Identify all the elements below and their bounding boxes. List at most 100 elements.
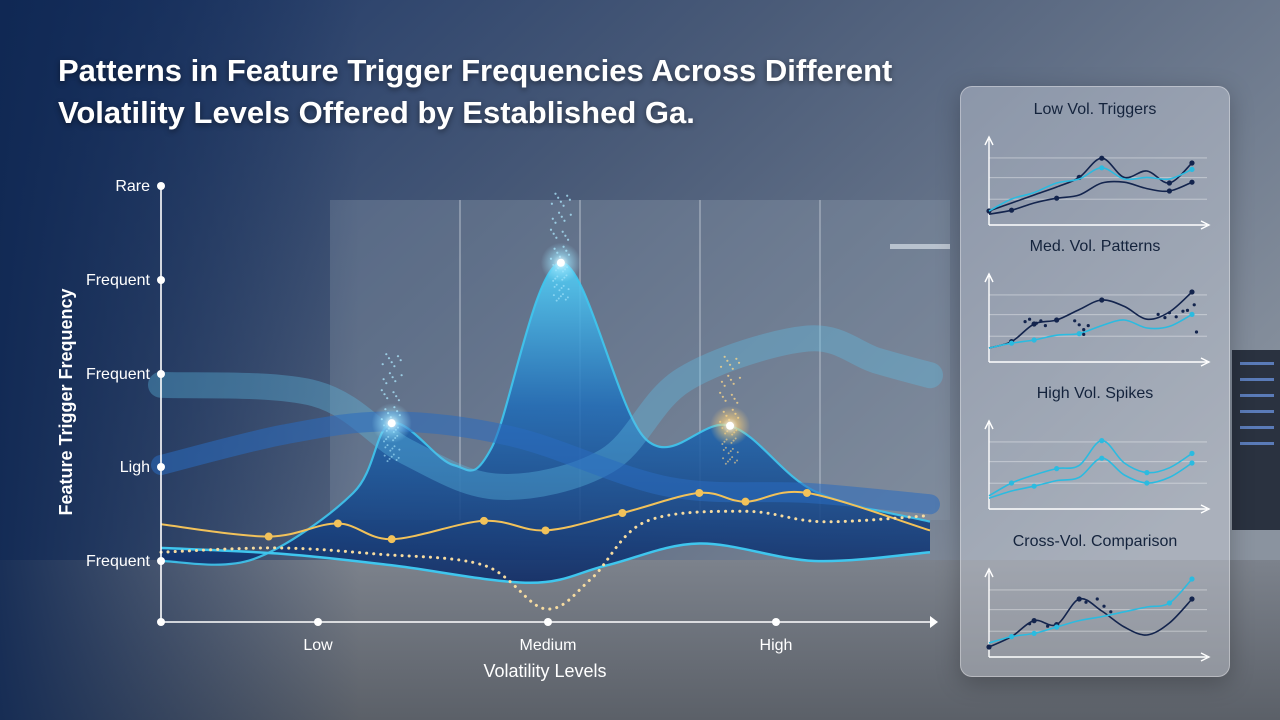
peak-sparkle — [735, 357, 738, 360]
series-top-line — [160, 261, 931, 566]
y-tick-label: Ligh — [120, 459, 150, 476]
peak-sparkle — [727, 374, 730, 377]
peak-sparkle — [732, 382, 735, 385]
peak-sparkle — [384, 446, 387, 449]
peak-sparkle — [569, 213, 572, 216]
y-tick-point — [157, 370, 165, 378]
mini-chart-high-vol-spikes: High Vol. Spikes — [961, 385, 1229, 520]
mini-scatter-point — [1082, 328, 1086, 332]
mini-series-point — [1054, 466, 1060, 472]
gold-point — [387, 535, 396, 544]
mini-series-line — [988, 291, 1193, 349]
y-tick-point — [157, 463, 165, 471]
peak-sparkle — [383, 454, 386, 457]
mini-series-point — [1008, 340, 1015, 346]
peak-sparkle — [564, 234, 567, 237]
peak-sparkle — [391, 376, 394, 379]
x-axis-arrow — [930, 616, 938, 628]
peak-sparkle — [568, 198, 571, 201]
mini-chart-low-vol-triggers: Low Vol. Triggers — [961, 101, 1229, 236]
x-tick-label: Medium — [520, 637, 577, 654]
peak-sparkle — [555, 299, 558, 302]
mini-series-point — [1054, 624, 1060, 630]
mini-series-line — [988, 457, 1193, 499]
mini-series-point — [1189, 179, 1195, 185]
peak-sparkle — [727, 452, 730, 455]
mini-scatter-point — [1156, 312, 1160, 316]
peak-sparkle — [390, 455, 393, 458]
peak-sparkle — [554, 221, 557, 224]
peak-sparkle — [729, 458, 732, 461]
page-title: Patterns in Feature Trigger Frequencies … — [58, 53, 893, 130]
mini-y-arrow — [984, 419, 994, 430]
axis-origin-point — [157, 618, 165, 626]
peak-sparkle — [559, 200, 562, 203]
peak-sparkle — [387, 357, 391, 360]
mini-scatter-point — [1084, 600, 1088, 604]
peak-point — [387, 419, 396, 428]
peak-sparkle — [557, 297, 560, 300]
peak-sparkle — [561, 230, 564, 233]
peak-sparkle — [724, 446, 727, 449]
mini-series-point — [1144, 470, 1150, 476]
peak-sparkle — [562, 284, 565, 287]
gold-point — [264, 532, 273, 541]
mini-scatter-point — [1163, 316, 1167, 320]
peak-sparkle — [386, 397, 389, 400]
mini-chart-plot — [984, 135, 1211, 230]
mini-series-point — [1189, 596, 1195, 602]
mini-chart-title: Cross-Vol. Comparison — [1012, 533, 1178, 550]
peak-sparkle — [396, 355, 400, 358]
peak-sparkle — [724, 462, 727, 465]
y-tick-label: Frequent — [86, 553, 151, 570]
mini-scatter-point — [1192, 303, 1196, 307]
y-tick-point — [157, 276, 165, 284]
peak-sparkle — [733, 461, 736, 464]
mini-chart-med-vol-patterns: Med. Vol. Patterns — [961, 238, 1229, 373]
mini-scatter-point — [1095, 597, 1099, 601]
mini-series-point — [1099, 438, 1105, 444]
mini-series-line — [988, 166, 1193, 212]
gold-point — [541, 526, 550, 535]
gold-point — [695, 488, 704, 497]
gold-point — [479, 516, 488, 525]
peak-sparkle — [381, 363, 384, 366]
peak-sparkle — [555, 283, 558, 286]
peak-sparkle — [397, 456, 400, 459]
peak-sparkle — [728, 363, 732, 366]
peak-sparkle — [393, 365, 396, 368]
mini-scatter-point — [1167, 311, 1172, 315]
mini-series-point — [1031, 618, 1037, 624]
mini-scatter-point — [1034, 321, 1038, 325]
x-tick-point — [772, 618, 780, 626]
peak-sparkle — [389, 449, 392, 452]
peak-point — [726, 421, 735, 430]
mini-scatter-point — [1027, 622, 1032, 626]
mini-chart-title: Med. Vol. Patterns — [1029, 238, 1161, 255]
mini-scatter-point — [1023, 320, 1027, 324]
peak-sparkle — [555, 236, 558, 239]
mini-scatter-point — [1046, 624, 1050, 628]
peak-sparkle — [395, 459, 398, 462]
series-dotted-line — [159, 509, 932, 611]
peak-sparkle — [380, 389, 383, 392]
mini-series-point — [1189, 311, 1195, 317]
mini-scatter-point — [1073, 319, 1077, 323]
peak-sparkle — [723, 355, 726, 358]
peak-sparkle — [566, 296, 569, 299]
x-tick-label: Low — [303, 637, 333, 654]
peak-sparkle — [388, 372, 391, 375]
peak-sparkle — [566, 194, 569, 197]
mini-chart-title: Low Vol. Triggers — [1033, 101, 1157, 118]
peak-sparkle — [736, 459, 739, 462]
gold-point — [802, 488, 811, 497]
mini-series-line — [988, 578, 1193, 644]
mini-y-arrow — [984, 272, 994, 283]
peak-sparkle — [729, 378, 733, 381]
peak-sparkle — [385, 353, 388, 356]
mini-chart-cross-vol-comparison: Cross-Vol. Comparison — [961, 533, 1229, 668]
mini-series-point — [1144, 480, 1150, 486]
peak-sparkle — [395, 395, 398, 398]
x-tick-label: High — [760, 637, 793, 654]
mini-charts-panel: Low Vol. Triggers Med. Vol. Patterns Hig… — [960, 86, 1230, 677]
